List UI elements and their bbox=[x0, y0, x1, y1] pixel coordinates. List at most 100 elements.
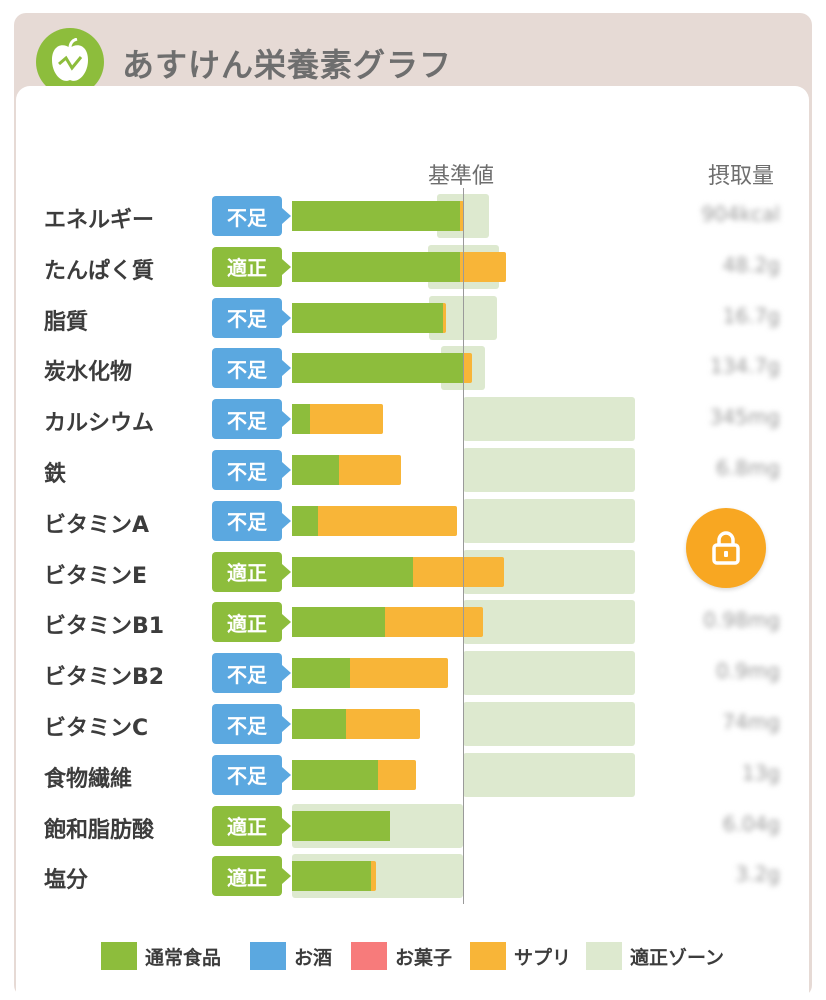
intake-bar bbox=[292, 251, 506, 282]
legend-item-snack: お菓子 bbox=[351, 942, 452, 970]
status-badge: 不足 bbox=[212, 704, 291, 744]
intake-value: 6.8mg bbox=[716, 456, 780, 480]
food-segment bbox=[292, 353, 464, 384]
intake-bar bbox=[292, 709, 420, 739]
nutrient-label: 鉄 bbox=[44, 462, 67, 487]
nutrient-label: 炭水化物 bbox=[44, 360, 133, 386]
legend-swatch bbox=[250, 942, 286, 970]
page-title: あすけん栄養素グラフ bbox=[122, 46, 453, 84]
supplement-segment bbox=[460, 251, 506, 282]
food-segment bbox=[292, 556, 413, 587]
intake-value: 48.2g bbox=[722, 252, 780, 277]
supplement-segment bbox=[384, 607, 483, 638]
status-badge: 不足 bbox=[212, 348, 291, 389]
nutrient-label: ビタミンC bbox=[44, 716, 149, 741]
intake-bar bbox=[292, 302, 446, 333]
food-segment bbox=[292, 455, 340, 485]
nutrient-label: たんぱく質 bbox=[44, 258, 155, 284]
food-segment bbox=[292, 302, 443, 333]
supplement-segment bbox=[463, 353, 473, 384]
intake-bar bbox=[292, 455, 401, 485]
nutrient-label: 食物繊維 bbox=[44, 766, 133, 792]
lock-button[interactable] bbox=[686, 508, 766, 588]
supplement-segment bbox=[318, 505, 457, 536]
nutrient-label: 脂質 bbox=[44, 309, 89, 335]
nutrient-label: ビタミンB1 bbox=[44, 614, 165, 640]
legend: 通常食品 お酒 お菓子 サプリ 適正ゾーン bbox=[0, 942, 826, 974]
nutrient-row: カルシウム 不足 345mg bbox=[0, 397, 826, 443]
intake-value: 16.7g bbox=[722, 303, 780, 328]
nutrient-label: エネルギー bbox=[44, 208, 155, 233]
apple-chart-icon bbox=[36, 28, 104, 96]
nutrient-row: ビタミンB1 適正 0.98mg bbox=[0, 600, 826, 646]
target-zone bbox=[463, 600, 635, 645]
nutrient-row: 食物繊維 不足 13g bbox=[0, 752, 826, 799]
nutrient-row: ビタミンC 不足 74mg bbox=[0, 702, 826, 748]
intake-column-header: 摂取量 bbox=[708, 164, 775, 189]
legend-item-zone: 適正ゾーン bbox=[586, 942, 724, 970]
legend-item-alcohol: お酒 bbox=[250, 942, 332, 970]
legend-label: お酒 bbox=[294, 946, 333, 969]
intake-bar bbox=[292, 861, 376, 892]
nutrient-row: 塩分 適正 3.2g bbox=[0, 854, 826, 900]
status-badge: 不足 bbox=[212, 500, 291, 541]
food-segment bbox=[292, 201, 460, 231]
nutrient-row: たんぱく質 適正 48.2g bbox=[0, 244, 826, 291]
intake-bar bbox=[292, 201, 464, 231]
supplement-segment bbox=[412, 556, 504, 587]
status-badge: 不足 bbox=[212, 653, 291, 694]
nutrient-label: 塩分 bbox=[44, 868, 89, 894]
supplement-segment bbox=[339, 455, 401, 485]
intake-value: 345mg bbox=[709, 405, 780, 430]
legend-label: 通常食品 bbox=[145, 946, 222, 969]
nutrient-label: ビタミンE bbox=[44, 563, 148, 589]
status-badge: 適正 bbox=[212, 805, 291, 846]
food-segment bbox=[292, 709, 347, 739]
intake-value: 904kcal bbox=[701, 202, 780, 226]
supplement-segment bbox=[460, 201, 464, 231]
nutrient-label: ビタミンA bbox=[44, 512, 150, 538]
status-badge: 適正 bbox=[212, 551, 291, 592]
target-zone bbox=[463, 448, 635, 492]
legend-swatch bbox=[351, 942, 387, 970]
nutrient-label: ビタミンB2 bbox=[44, 665, 165, 691]
target-zone bbox=[463, 702, 635, 746]
target-zone bbox=[463, 397, 635, 442]
intake-bar bbox=[292, 607, 483, 638]
target-zone bbox=[463, 498, 635, 543]
intake-bar bbox=[292, 556, 504, 587]
nutrient-row: ビタミンE 適正 bbox=[0, 549, 826, 596]
lock-icon bbox=[712, 531, 740, 565]
status-badge: 適正 bbox=[212, 856, 291, 897]
intake-value: 0.9mg bbox=[716, 659, 780, 684]
food-segment bbox=[292, 607, 385, 638]
target-zone bbox=[463, 651, 635, 696]
supplement-segment bbox=[370, 861, 376, 892]
nutrient-row: ビタミンA 不足 bbox=[0, 498, 826, 545]
nutrient-label: 飽和脂肪酸 bbox=[44, 817, 155, 843]
legend-label: 適正ゾーン bbox=[630, 946, 725, 969]
legend-swatch bbox=[470, 942, 506, 970]
intake-bar bbox=[292, 658, 448, 689]
nutrient-row: 脂質 不足 16.7g bbox=[0, 295, 826, 342]
nutrient-row: 鉄 不足 6.8mg bbox=[0, 448, 826, 494]
food-segment bbox=[292, 810, 390, 841]
intake-value: 0.98mg bbox=[703, 608, 780, 633]
supplement-segment bbox=[346, 709, 420, 739]
status-badge: 不足 bbox=[212, 754, 291, 795]
status-badge: 不足 bbox=[212, 196, 291, 236]
nutrient-row: 飽和脂肪酸 適正 6.04g bbox=[0, 803, 826, 850]
status-badge: 不足 bbox=[212, 399, 291, 440]
graph-panel bbox=[16, 86, 809, 1000]
intake-value: 74mg bbox=[722, 710, 780, 734]
legend-label: サプリ bbox=[514, 946, 572, 969]
supplement-segment bbox=[309, 404, 383, 435]
status-badge: 適正 bbox=[212, 246, 291, 287]
nutrient-row: ビタミンB2 不足 0.9mg bbox=[0, 651, 826, 697]
supplement-segment bbox=[349, 658, 448, 689]
legend-item-food: 通常食品 bbox=[101, 942, 221, 970]
legend-swatch bbox=[101, 942, 137, 970]
food-segment bbox=[292, 505, 319, 536]
intake-value: 3.2g bbox=[735, 862, 780, 887]
status-badge: 不足 bbox=[212, 450, 291, 490]
